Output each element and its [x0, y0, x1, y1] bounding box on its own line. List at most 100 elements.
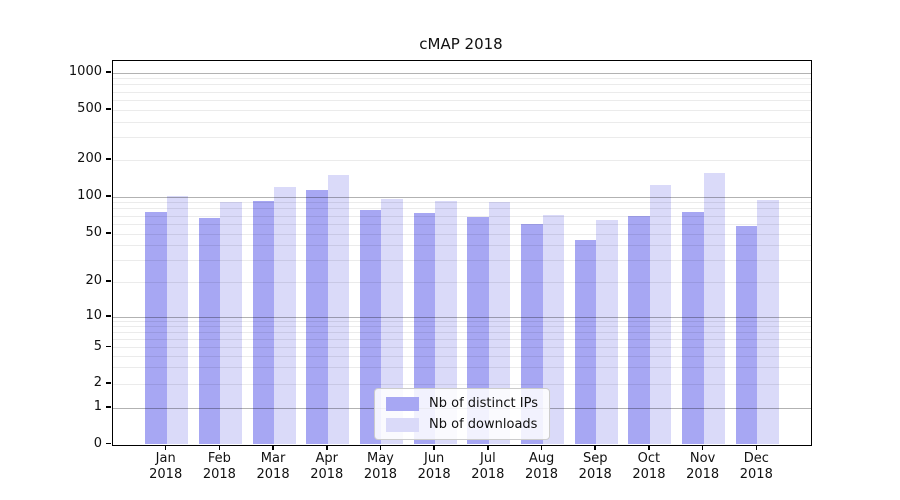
- bar-apr-distinct-ips: [306, 190, 328, 445]
- minor-gridline: [113, 159, 811, 161]
- x-tick-mark: [433, 445, 435, 450]
- bar-jan-downloads: [166, 195, 189, 445]
- minor-gridline: [113, 121, 811, 123]
- y-tick-label: 0: [93, 435, 102, 451]
- x-tick-mark: [540, 445, 543, 450]
- y-tick-label: 1: [93, 399, 102, 414]
- bar-nov-downloads: [703, 172, 726, 445]
- y-tick-mark: [106, 345, 111, 348]
- x-tick-mark: [755, 445, 758, 450]
- x-tick-mark: [648, 445, 650, 450]
- y-tick-mark: [106, 195, 111, 197]
- x-tick-mark: [218, 445, 221, 450]
- y-tick-mark: [106, 442, 111, 445]
- minor-gridline: [113, 78, 811, 80]
- x-tick-mark: [594, 445, 596, 450]
- bar-dec-downloads: [757, 199, 779, 445]
- legend-swatch-downloads: [386, 417, 420, 432]
- minor-gridline: [113, 321, 811, 323]
- x-tick-label-oct: Oct 2018: [632, 451, 666, 482]
- x-tick-mark: [164, 445, 167, 450]
- bar-may-downloads: [381, 199, 403, 445]
- x-tick-label-dec: Dec 2018: [739, 451, 773, 482]
- bar-mar-distinct-ips: [252, 201, 275, 445]
- bar-sep-distinct-ips: [574, 239, 597, 445]
- minor-gridline: [113, 332, 811, 334]
- x-tick-label-jul: Jul 2018: [471, 451, 505, 482]
- x-tick-label-feb: Feb 2018: [202, 451, 236, 482]
- x-tick-label-jan: Jan 2018: [149, 451, 183, 482]
- bar-mar-downloads: [274, 187, 296, 445]
- minor-gridline: [113, 347, 811, 348]
- bar-jul-distinct-ips: [467, 216, 489, 445]
- bar-oct-distinct-ips: [628, 216, 650, 445]
- minor-gridline: [113, 137, 811, 139]
- minor-gridline: [113, 84, 811, 86]
- x-tick-mark: [379, 445, 382, 450]
- minor-gridline: [113, 338, 811, 340]
- minor-gridline: [113, 109, 811, 111]
- minor-gridline: [113, 223, 811, 225]
- minor-gridline: [113, 233, 811, 235]
- bar-jan-distinct-ips: [145, 212, 167, 445]
- plot-area: Nb of distinct IPs Nb of downloads: [112, 60, 812, 446]
- minor-gridline: [113, 260, 811, 262]
- x-tick-label-nov: Nov 2018: [686, 451, 720, 482]
- y-tick-label: 1000: [68, 64, 102, 79]
- x-tick-label-mar: Mar 2018: [256, 451, 290, 482]
- bar-jun-downloads: [435, 200, 457, 445]
- bar-feb-distinct-ips: [198, 217, 221, 445]
- y-tick-mark: [106, 315, 111, 317]
- minor-gridline: [113, 91, 811, 93]
- bar-nov-distinct-ips: [682, 212, 704, 445]
- y-tick-label: 100: [77, 188, 102, 203]
- y-tick-mark: [106, 280, 111, 282]
- minor-gridline: [113, 208, 811, 210]
- chart-title: cMAP 2018: [419, 35, 503, 53]
- y-tick-label: 2: [93, 375, 102, 390]
- x-tick-mark: [272, 445, 274, 450]
- y-tick-label: 5: [93, 338, 102, 354]
- legend-label-downloads: Nb of downloads: [429, 417, 538, 432]
- legend-item-distinct-ips: Nb of distinct IPs: [386, 396, 538, 411]
- minor-gridline: [113, 99, 811, 101]
- y-tick-mark: [106, 232, 111, 234]
- y-tick-mark: [106, 158, 111, 160]
- x-tick-label-sep: Sep 2018: [578, 451, 612, 482]
- y-tick-label: 200: [77, 151, 102, 166]
- y-tick-label: 500: [77, 101, 102, 116]
- x-tick-mark: [326, 445, 328, 450]
- minor-gridline: [113, 215, 811, 217]
- x-tick-label-apr: Apr 2018: [310, 451, 344, 482]
- y-tick-label: 50: [85, 225, 102, 240]
- bar-jul-downloads: [488, 202, 511, 445]
- minor-gridline: [113, 281, 811, 283]
- legend-item-downloads: Nb of downloads: [386, 417, 538, 432]
- minor-gridline: [113, 355, 811, 357]
- major-gridline: [113, 72, 811, 74]
- bar-oct-downloads: [649, 185, 672, 445]
- major-gridline: [113, 196, 811, 198]
- bar-dec-distinct-ips: [735, 226, 758, 445]
- x-tick-label-aug: Aug 2018: [524, 451, 559, 482]
- legend-label-distinct-ips: Nb of distinct IPs: [429, 396, 538, 411]
- bar-jun-distinct-ips: [413, 213, 436, 445]
- legend: Nb of distinct IPs Nb of downloads: [374, 388, 550, 440]
- bar-may-distinct-ips: [359, 210, 382, 445]
- minor-gridline: [113, 202, 811, 204]
- minor-gridline: [113, 326, 811, 328]
- y-tick-mark: [106, 71, 111, 73]
- y-tick-mark: [106, 108, 111, 110]
- bar-feb-downloads: [220, 202, 242, 445]
- x-tick-mark: [487, 445, 489, 450]
- y-tick-label: 20: [85, 273, 102, 288]
- bar-aug-downloads: [542, 214, 564, 445]
- x-tick-mark: [701, 445, 704, 450]
- bar-sep-downloads: [596, 219, 618, 445]
- minor-gridline: [113, 245, 811, 247]
- legend-swatch-distinct-ips: [386, 396, 420, 411]
- bar-apr-downloads: [327, 175, 350, 445]
- y-tick-label: 10: [85, 308, 102, 323]
- y-tick-mark: [106, 406, 111, 408]
